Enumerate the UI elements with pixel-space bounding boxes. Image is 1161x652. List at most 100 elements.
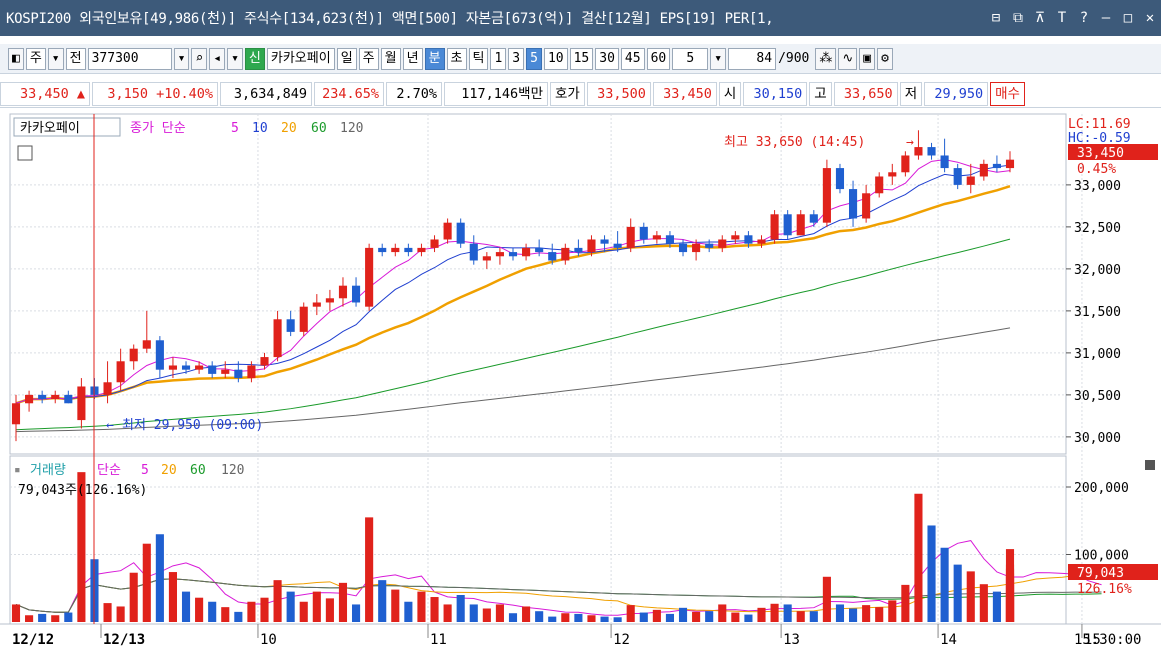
- speaker-icon[interactable]: ◂: [209, 47, 226, 70]
- volume-value: 3,634,849: [220, 81, 312, 106]
- drawing-icon[interactable]: ∿: [838, 47, 858, 70]
- volume-bar: [181, 591, 191, 622]
- volume-bar: [835, 604, 845, 622]
- stock-code-input[interactable]: 377300: [87, 47, 172, 70]
- volume-bar: [247, 601, 256, 622]
- chart-area: 카카오페이 종가 단순 5 10 20 60 120 최고 33,650 (14…: [0, 112, 1161, 652]
- chart-svg: 카카오페이 종가 단순 5 10 20 60 120 최고 33,650 (14…: [0, 113, 1161, 648]
- code-dropdown-icon[interactable]: ▾: [173, 47, 190, 70]
- font-icon[interactable]: T: [1057, 10, 1067, 26]
- volume-bar: [705, 611, 714, 622]
- interval-1-button[interactable]: 1: [490, 47, 507, 70]
- chevron-down-icon[interactable]: ▾: [47, 47, 64, 70]
- volume-bar: [770, 603, 779, 622]
- candle-body: [848, 189, 858, 219]
- candle-body: [299, 306, 308, 332]
- current-price: 33,450 ▲: [0, 81, 90, 106]
- mode-label[interactable]: 전: [65, 47, 86, 70]
- candle-body: [51, 394, 60, 400]
- buy-button[interactable]: 매수: [990, 81, 1025, 106]
- max-price-label: 최고 33,650 (14:45): [724, 135, 865, 150]
- candle-body: [953, 168, 962, 185]
- interval-dropdown-icon[interactable]: ▾: [710, 47, 727, 70]
- search-icon[interactable]: ⌕: [191, 47, 208, 70]
- interval-5-button[interactable]: 5: [526, 47, 542, 70]
- legend-stock-name: 카카오페이: [20, 121, 80, 136]
- volume-bar: [914, 493, 923, 622]
- period-minute-button[interactable]: 분: [424, 47, 445, 70]
- period-tick-button[interactable]: 틱: [468, 47, 489, 70]
- interval-15-button[interactable]: 15: [569, 47, 594, 70]
- ask-price: 33,500: [586, 81, 651, 106]
- period-day-button[interactable]: 일: [336, 47, 357, 70]
- custom-interval-input[interactable]: 5: [672, 47, 709, 70]
- volume-bar: [809, 611, 818, 622]
- candle-body: [692, 243, 701, 253]
- volume-bar: [574, 613, 583, 622]
- x-axis: 12/12 12/13 10 11 12 13 14 15: [12, 624, 1101, 648]
- popup-icon[interactable]: ⧉: [1013, 10, 1023, 26]
- turnover-rate: 2.70%: [386, 81, 442, 106]
- count-input[interactable]: 84: [728, 47, 777, 70]
- close-icon[interactable]: ✕: [1145, 10, 1155, 26]
- interval-10-button[interactable]: 10: [543, 47, 568, 70]
- candle-body: [613, 243, 622, 248]
- candle-body: [155, 340, 164, 370]
- volume-bar: [155, 534, 164, 622]
- legend-ma-20: 20: [281, 121, 297, 136]
- stock-name-field[interactable]: 카카오페이: [266, 47, 335, 70]
- volume-bar: [561, 613, 570, 622]
- candle-body: [443, 222, 452, 240]
- volume-bar: [1005, 568, 1015, 622]
- candle-body: [979, 163, 988, 177]
- volume-bar: [665, 613, 675, 622]
- volume-bar: [692, 611, 701, 622]
- panel-collapse-icon[interactable]: [1145, 460, 1155, 470]
- interval-60-button[interactable]: 60: [646, 47, 671, 70]
- candle-body: [522, 247, 531, 257]
- period-year-button[interactable]: 년: [402, 47, 423, 70]
- open-price: 30,150: [743, 81, 808, 106]
- legend-ma-60: 60: [311, 121, 327, 136]
- volume-bar: [365, 517, 374, 622]
- gear-icon[interactable]: ⚙: [877, 47, 893, 70]
- period-week-button[interactable]: 주: [358, 47, 379, 70]
- candle-body: [142, 340, 151, 349]
- maximize-icon[interactable]: □: [1123, 10, 1133, 26]
- help-icon[interactable]: ?: [1079, 10, 1089, 26]
- volume-bar: [64, 612, 73, 622]
- speaker-dropdown-icon[interactable]: ▾: [227, 47, 243, 70]
- current-price-axis-value: 33,450: [1077, 146, 1124, 161]
- open-label: 시: [718, 81, 742, 106]
- interval-30-button[interactable]: 30: [595, 47, 619, 70]
- candle-body: [195, 365, 204, 370]
- candle-body: [665, 235, 675, 244]
- candle-body: [469, 243, 478, 261]
- interval-45-button[interactable]: 45: [620, 47, 645, 70]
- legend-vma-120: 120: [221, 463, 244, 478]
- volume-ratio: 234.65%: [314, 81, 384, 106]
- volume-bar: [718, 604, 727, 622]
- period-second-button[interactable]: 초: [446, 47, 467, 70]
- save-icon[interactable]: ▣: [859, 47, 876, 70]
- layout-icon[interactable]: ◧: [8, 47, 24, 70]
- candle-body: [783, 214, 792, 236]
- candle-body: [11, 403, 21, 425]
- interval-3-button[interactable]: 3: [508, 47, 525, 70]
- volume-bar: [744, 614, 753, 622]
- candle-body: [940, 155, 949, 169]
- hc-label: HC:-0.59: [1068, 131, 1131, 146]
- restore-window-icon[interactable]: ⊟: [991, 10, 1001, 26]
- indicator-icon[interactable]: ⁂: [815, 47, 837, 70]
- high-price: 33,650: [833, 81, 898, 106]
- candle-body: [626, 226, 635, 248]
- window-controls: ⊟ ⧉ ⊼ T ? — □ ✕: [981, 0, 1161, 36]
- minimize-icon[interactable]: —: [1101, 10, 1111, 26]
- pin-icon[interactable]: ⊼: [1034, 10, 1046, 26]
- price-tick-label: 31,500: [1074, 305, 1121, 320]
- period-month-button[interactable]: 월: [380, 47, 401, 70]
- table-icon[interactable]: [17, 145, 33, 161]
- volume-tick-label: 100,000: [1074, 549, 1129, 564]
- period-select[interactable]: 주: [25, 47, 46, 70]
